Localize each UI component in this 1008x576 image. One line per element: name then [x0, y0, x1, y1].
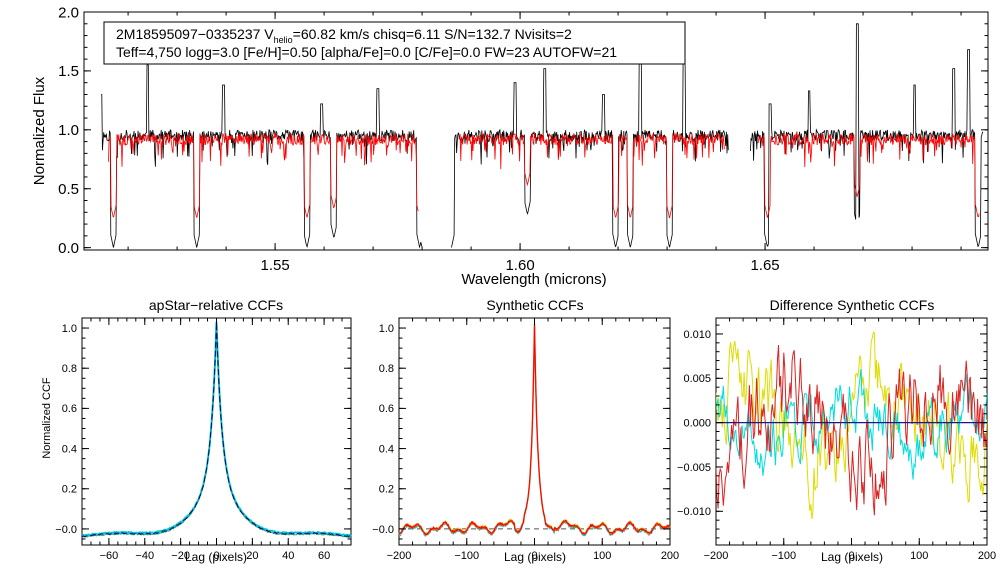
apstar-ccf-xtick-label: 40 — [282, 550, 294, 562]
spectrum-ytick-label: 1.0 — [58, 122, 79, 139]
synthetic-ccf-ytick-label: 0.4 — [379, 443, 394, 455]
difference-ccf-ytick-label: 0.005 — [683, 373, 711, 385]
difference-ccf-xtick-label: −100 — [771, 550, 796, 562]
apstar-ccf-title: apStar−relative CCFs — [149, 297, 283, 313]
spectrum-series — [101, 23, 984, 249]
spectrum-line-model — [108, 132, 980, 219]
spectrum-ticks: 1.55 1.60 1.65 0.0 0.5 1.0 1.5 2.0 — [58, 4, 988, 274]
apstar-ccf-frame — [81, 317, 352, 546]
apstar-ccf-ytick-label: 0.2 — [62, 484, 77, 496]
apstar-ccf-line-2 — [81, 323, 352, 539]
difference-ccf-ytick-label: −0.005 — [677, 462, 711, 474]
spectrum-xtick-label: 1.55 — [260, 257, 289, 274]
difference-ccf-xtick-label: −200 — [704, 550, 729, 562]
apstar-ccf-xlabel: Lag (pixels) — [185, 550, 247, 564]
spectrum-ylabel: Normalized Flux — [31, 76, 48, 185]
synthetic-ccf-xtick-label: −200 — [387, 550, 412, 562]
apstar-ccf-panel: apStar−relative CCFs −60 −40 −20 0 20 40 60 −0.… — [41, 297, 352, 564]
difference-ccf-xtick-label: 0 — [848, 550, 854, 562]
apstar-ccf-series — [81, 321, 352, 539]
synthetic-ccf-line-3 — [398, 324, 671, 537]
apstar-ccf-xtick-label: 20 — [246, 550, 258, 562]
difference-ccf-ticks: −200 −100 0 100 200 −0.010 −0.005 0.000 0.005 0.0… — [677, 318, 996, 562]
apstar-ccf-ytick-label: 1.0 — [62, 323, 77, 335]
apstar-ccf-xtick-label: 0 — [213, 550, 219, 562]
spectrum-annotation-box — [103, 21, 686, 65]
spectrum-xtick-label: 1.60 — [505, 257, 534, 274]
apstar-ccf-ytick-label: −0.0 — [55, 524, 77, 536]
difference-ccf-xtick-label: 100 — [910, 550, 928, 562]
difference-ccf-series — [716, 331, 987, 520]
apstar-ccf-ytick-label: 0.6 — [62, 403, 77, 415]
apstar-ccf-xtick-label: −20 — [171, 550, 190, 562]
difference-ccf-xlabel: Lag (pixels) — [821, 550, 883, 564]
synthetic-ccf-xtick-label: 200 — [661, 550, 679, 562]
spectrum-annotation-line2: Teff=4,750 logg=3.0 [Fe/H]=0.50 [alpha/F… — [116, 44, 617, 60]
apstar-ccf-line-3 — [81, 322, 352, 538]
synthetic-ccf-ytick-label: 1.0 — [379, 323, 394, 335]
spectrum-panel: 1.55 1.60 1.65 0.0 0.5 1.0 1.5 2.0 2M18595097−0… — [31, 4, 989, 288]
spectrum-ytick-label: 0.0 — [58, 240, 79, 257]
synthetic-ccf-ytick-label: 0.2 — [379, 484, 394, 496]
apstar-ccf-xtick-label: −40 — [135, 550, 154, 562]
difference-ccf-line-1 — [716, 331, 987, 520]
synthetic-ccf-ytick-label: 0.6 — [379, 403, 394, 415]
difference-ccf-ytick-label: 0.010 — [683, 329, 711, 341]
apstar-ccf-ytick-label: 0.8 — [62, 363, 77, 375]
synthetic-ccf-xtick-label: 100 — [593, 550, 611, 562]
synthetic-ccf-xlabel: Lag (pixels) — [504, 550, 566, 564]
difference-ccf-ytick-label: −0.010 — [677, 506, 711, 518]
synthetic-ccf-xtick-label: −100 — [454, 550, 479, 562]
spectrum-ytick-label: 1.5 — [58, 63, 79, 80]
difference-ccf-frame — [715, 317, 988, 546]
spectrum-ytick-label: 0.5 — [58, 181, 79, 198]
synthetic-ccf-series — [398, 323, 671, 537]
difference-ccf-xtick-label: 200 — [978, 550, 996, 562]
apstar-ccf-xtick-label: −60 — [100, 550, 119, 562]
apstar-ccf-ticks: −60 −40 −20 0 20 40 60 −0.0 0.2 0.4 0.6 0.8 1.0 — [55, 317, 352, 562]
synthetic-ccf-ytick-label: 0.8 — [379, 363, 394, 375]
difference-ccf-title: Difference Synthetic CCFs — [770, 297, 935, 313]
apstar-ccf-ylabel: Normalized CCF — [41, 377, 53, 459]
apstar-ccf-line-1 — [81, 321, 352, 538]
difference-ccf-line-3 — [716, 344, 987, 516]
apstar-ccf-xtick-label: 60 — [318, 550, 330, 562]
synthetic-ccf-ticks: −200 −100 0 100 200 −0.0 0.2 0.4 0.6 0.8 1.0 — [372, 317, 679, 562]
difference-ccf-ytick-label: 0.000 — [683, 417, 711, 429]
spectrum-xtick-label: 1.65 — [750, 257, 779, 274]
difference-ccf-line-2 — [716, 368, 987, 480]
apstar-ccf-ytick-label: 0.4 — [62, 443, 77, 455]
synthetic-ccf-ytick-label: −0.0 — [372, 524, 394, 536]
spectrum-xlabel: Wavelength (microns) — [461, 271, 606, 288]
synthetic-ccf-title: Synthetic CCFs — [486, 297, 583, 313]
difference-ccf-panel: Difference Synthetic CCFs −200 −100 0 100 20… — [677, 297, 996, 564]
synthetic-ccf-panel: Synthetic CCFs −200 −100 0 100 200 −0.0 0.2 0.4… — [372, 297, 679, 564]
spectrum-frame — [83, 11, 989, 251]
spectrum-ytick-label: 2.0 — [58, 4, 79, 21]
synthetic-ccf-xtick-label: 0 — [531, 550, 537, 562]
spectrum-annotation-line1: 2M18595097−0335237 Vhelio=60.82 km/s chi… — [116, 26, 572, 45]
